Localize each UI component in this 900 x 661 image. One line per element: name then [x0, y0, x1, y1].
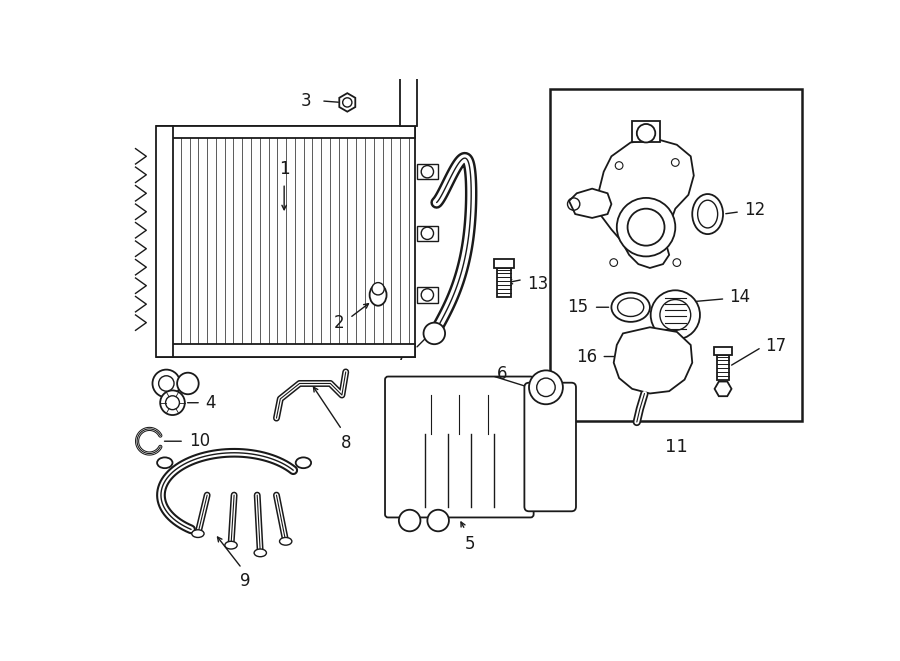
Bar	[714, 347, 733, 355]
Text: 12: 12	[744, 201, 766, 219]
Bar	[417, 288, 438, 303]
Text: 15: 15	[567, 298, 589, 316]
Polygon shape	[598, 139, 694, 268]
Circle shape	[421, 227, 434, 239]
Text: 17: 17	[765, 336, 786, 355]
Circle shape	[152, 369, 180, 397]
Text: 6: 6	[497, 366, 508, 383]
Text: 2: 2	[334, 313, 344, 332]
Text: 9: 9	[240, 572, 251, 590]
Text: 4: 4	[205, 394, 216, 412]
Bar	[158, 126, 415, 138]
Circle shape	[421, 289, 434, 301]
Circle shape	[424, 323, 446, 344]
Ellipse shape	[254, 549, 266, 557]
Text: 7: 7	[397, 346, 408, 364]
Circle shape	[177, 373, 199, 394]
Circle shape	[399, 510, 420, 531]
Ellipse shape	[296, 457, 311, 468]
Polygon shape	[614, 327, 692, 393]
Bar	[417, 164, 438, 179]
Bar	[550, 89, 803, 421]
Ellipse shape	[225, 541, 238, 549]
Bar	[493, 258, 514, 268]
Circle shape	[529, 370, 562, 405]
Bar	[417, 225, 438, 241]
Bar	[158, 344, 415, 356]
Polygon shape	[339, 93, 356, 112]
Circle shape	[637, 124, 655, 143]
FancyBboxPatch shape	[525, 383, 576, 512]
Ellipse shape	[158, 457, 173, 468]
Text: 10: 10	[189, 432, 210, 450]
Ellipse shape	[280, 537, 292, 545]
Polygon shape	[569, 188, 611, 218]
Circle shape	[428, 510, 449, 531]
FancyBboxPatch shape	[385, 377, 534, 518]
Polygon shape	[715, 381, 732, 396]
Ellipse shape	[192, 529, 204, 537]
Circle shape	[651, 290, 700, 340]
Circle shape	[158, 375, 174, 391]
Circle shape	[421, 165, 434, 178]
Text: 1: 1	[279, 160, 290, 178]
Bar	[717, 355, 729, 379]
Circle shape	[616, 198, 675, 256]
Circle shape	[160, 391, 184, 415]
Ellipse shape	[692, 194, 723, 234]
Text: 8: 8	[340, 434, 351, 451]
Text: 14: 14	[729, 288, 751, 306]
Bar	[632, 121, 660, 143]
Ellipse shape	[370, 284, 387, 305]
Text: 16: 16	[576, 348, 597, 366]
Bar	[400, 0, 417, 126]
Text: 3: 3	[301, 92, 311, 110]
Text: 13: 13	[526, 275, 548, 293]
Text: 11: 11	[665, 438, 688, 456]
Ellipse shape	[611, 293, 650, 322]
Bar	[156, 126, 173, 356]
Circle shape	[372, 283, 384, 295]
Text: 5: 5	[465, 535, 476, 553]
Bar	[497, 268, 510, 297]
